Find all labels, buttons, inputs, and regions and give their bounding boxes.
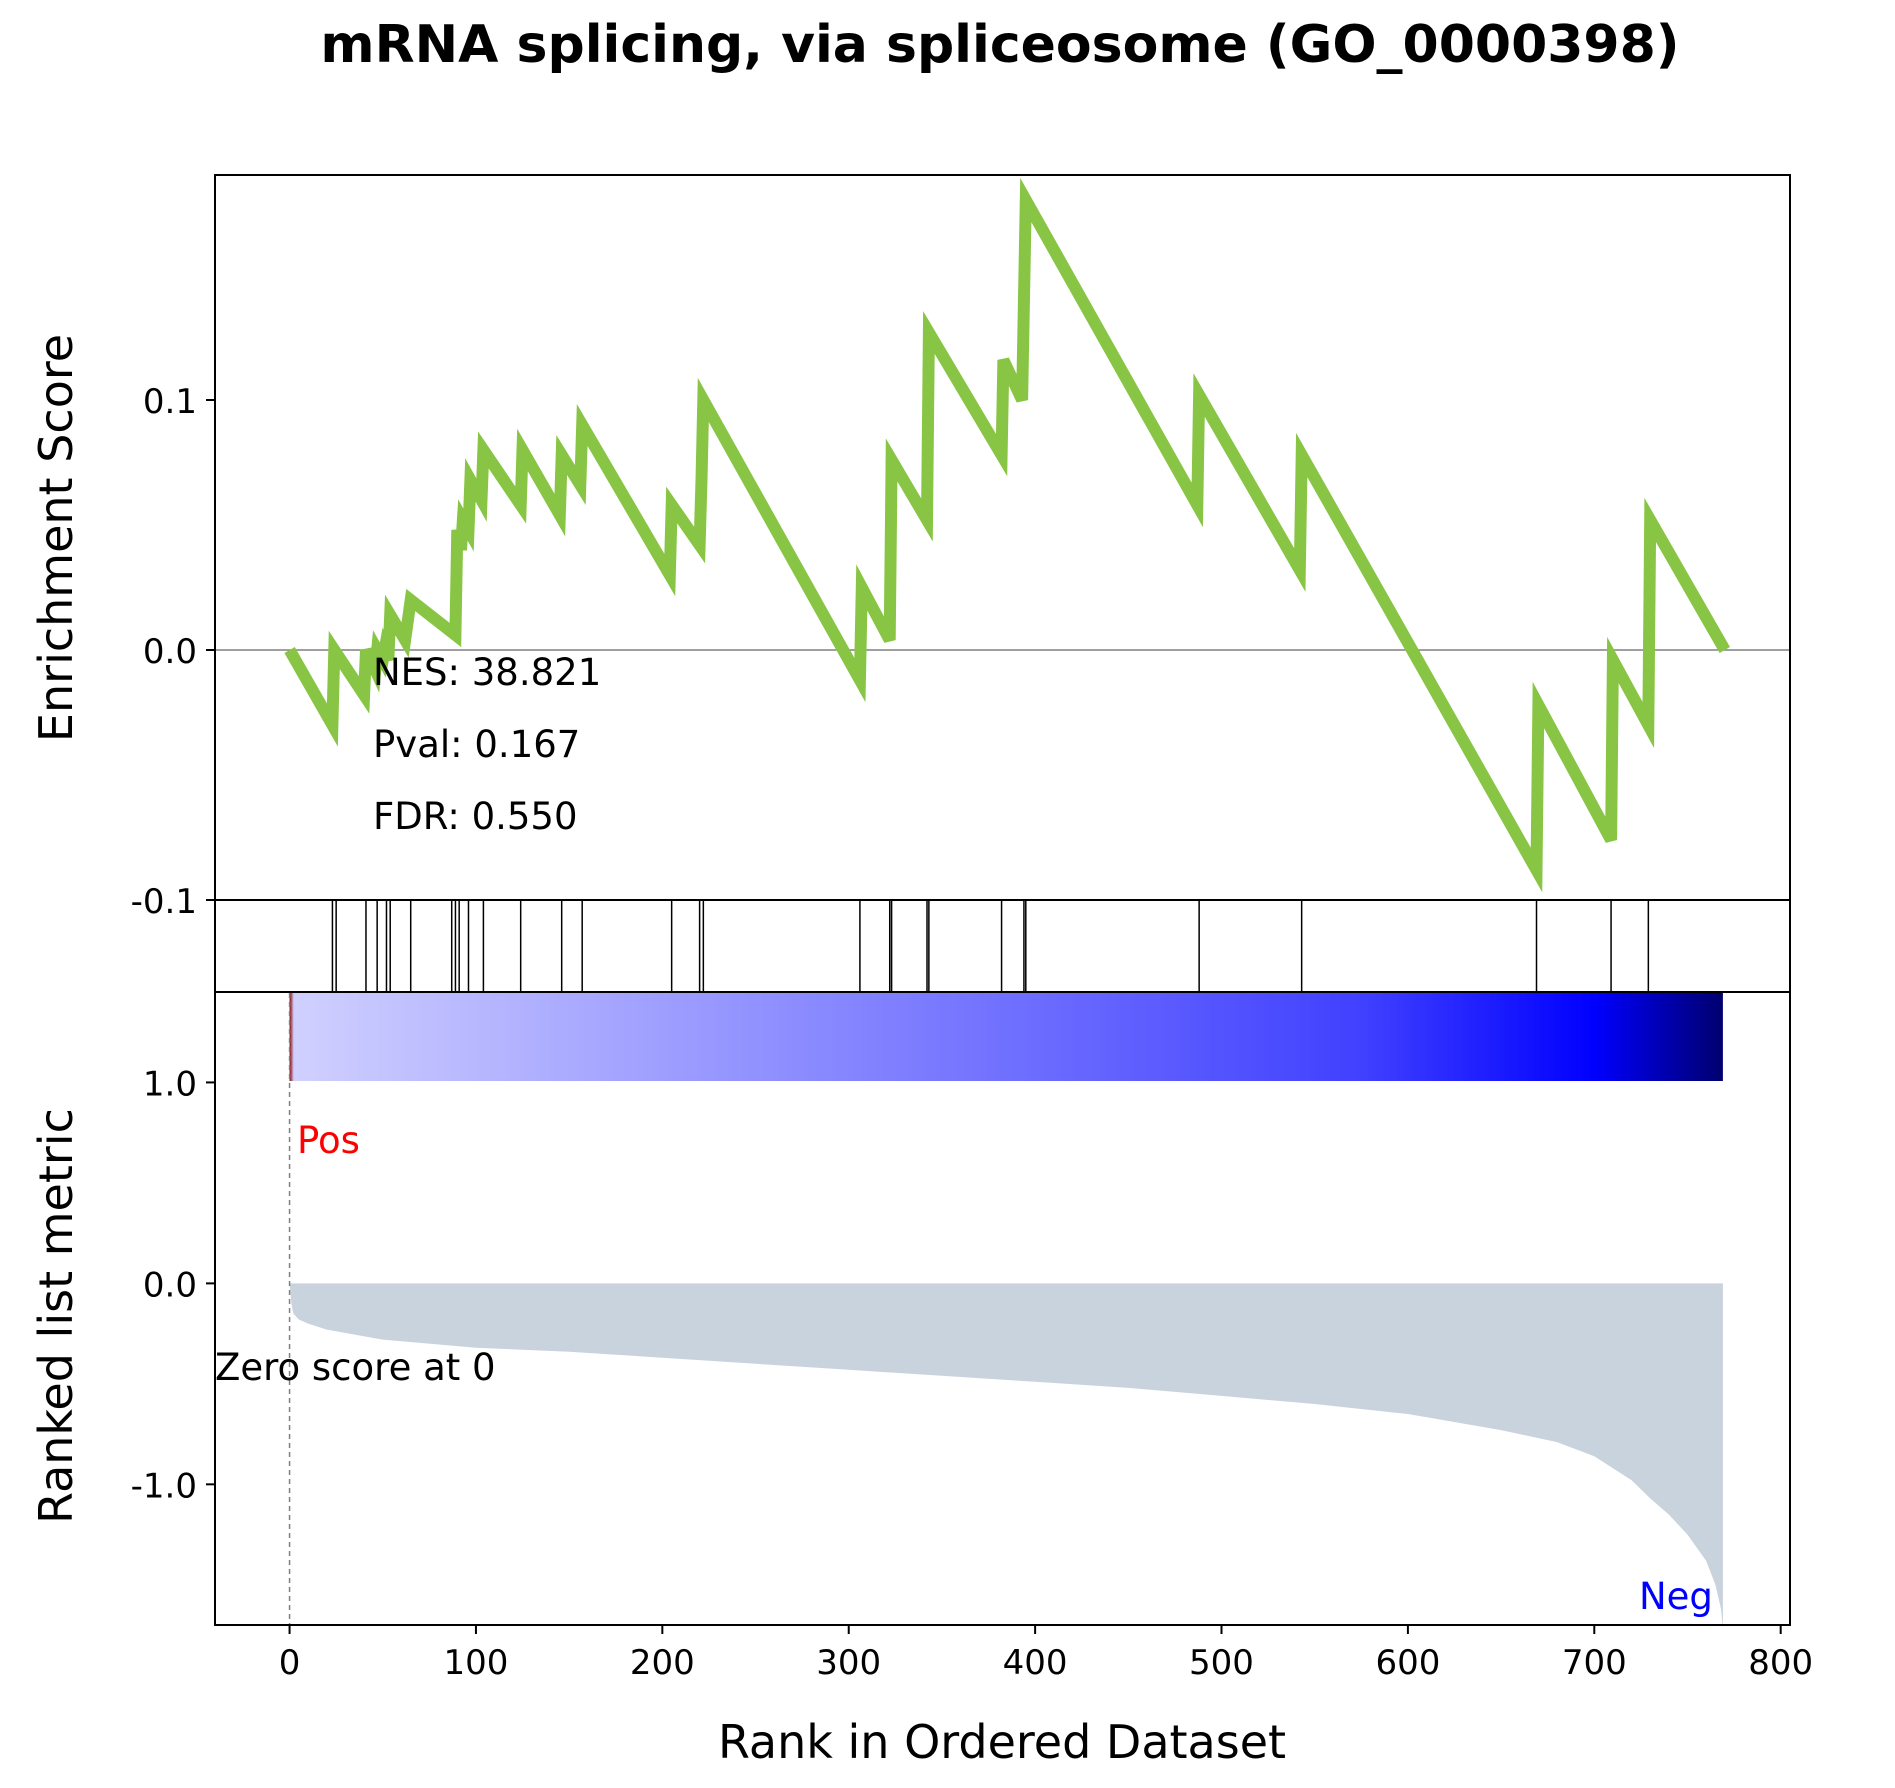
- x-tick-label: 300: [816, 1643, 881, 1683]
- x-axis-label: Rank in Ordered Dataset: [718, 1715, 1286, 1769]
- pval-label: Pval: 0.167: [373, 723, 580, 766]
- hit-lines: [331, 900, 1650, 992]
- pos-label: Pos: [297, 1119, 360, 1162]
- es-y-tick-label: 0.1: [143, 382, 197, 422]
- x-tick-label: 500: [1189, 1643, 1254, 1683]
- x-tick-label: 800: [1748, 1643, 1813, 1683]
- ranked-metric-panel: Pos Neg Zero score at 0 -1.0 0.0 1.0 Ranke…: [29, 991, 1791, 1629]
- rank-y-tick-label: -1.0: [131, 1466, 197, 1506]
- es-y-ticks: -0.1 0.0 0.1: [131, 382, 215, 922]
- x-tick-label: 200: [630, 1643, 695, 1683]
- x-tick-label: 700: [1562, 1643, 1627, 1683]
- rank-y-tick-label: 0.0: [143, 1265, 197, 1305]
- es-plot-area: [215, 175, 1790, 900]
- rank-panel-frame: [214, 991, 1791, 1626]
- ranked-metric-area: [289, 1283, 1723, 1629]
- rank-y-axis-label: Ranked list metric: [29, 1108, 83, 1524]
- gene-hits-panel: [214, 899, 1791, 993]
- fdr-label: FDR: 0.550: [373, 795, 578, 838]
- enrichment-score-panel: -0.10.00.1 Enrichment Score NES: 38.821 …: [29, 174, 1791, 922]
- ranked-heatmap-bar: [289, 993, 1723, 1081]
- rank-y-ticks: -1.0 0.0 1.0: [131, 1064, 215, 1506]
- x-tick-label: 0: [279, 1643, 301, 1683]
- x-tick-label: 600: [1375, 1643, 1440, 1683]
- zero-score-label: Zero score at 0: [215, 1346, 496, 1389]
- neg-label: Neg: [1639, 1575, 1713, 1618]
- chart-title: mRNA splicing, via spliceosome (GO_00003…: [320, 15, 1679, 75]
- es-y-axis-label: Enrichment Score: [29, 334, 83, 742]
- x-tick-label: 100: [443, 1643, 508, 1683]
- rank-y-tick-label: 1.0: [143, 1064, 197, 1104]
- es-y-tick-label: 0.0: [143, 632, 197, 672]
- x-axis-ticks: 0 100 200 300 400 500 600 700 800: [279, 1625, 1813, 1683]
- x-tick-label: 400: [1003, 1643, 1068, 1683]
- enrichment-score-line: [284, 177, 1731, 893]
- nes-label: NES: 38.821: [373, 651, 601, 694]
- es-y-tick-label: -0.1: [131, 882, 197, 922]
